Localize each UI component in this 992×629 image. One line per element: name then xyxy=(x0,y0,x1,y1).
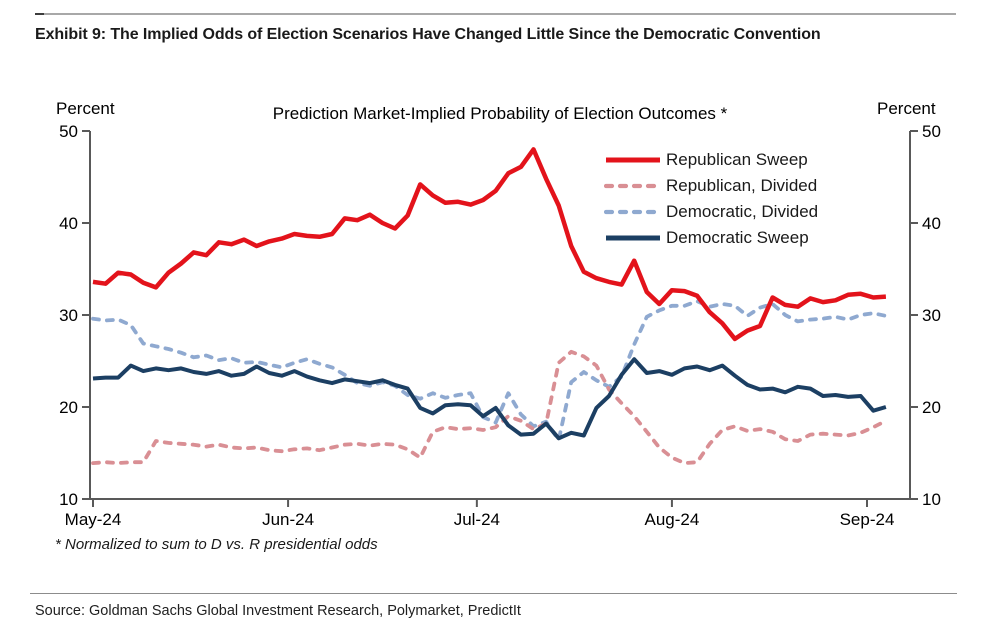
legend-item: Democratic Sweep xyxy=(604,225,818,251)
legend-label: Democratic, Divided xyxy=(666,202,819,221)
x-tick-label: Aug-24 xyxy=(645,510,700,529)
y-tick-label-left: 50 xyxy=(59,122,78,141)
y-tick-label-right: 30 xyxy=(922,306,941,325)
legend-label: Democratic Sweep xyxy=(666,228,809,247)
legend-item: Republican Sweep xyxy=(604,147,818,173)
y-tick-label-left: 10 xyxy=(59,490,78,509)
legend-line-swatch xyxy=(604,183,662,189)
legend-label: Republican, Divided xyxy=(666,176,818,195)
legend-label: Republican Sweep xyxy=(666,150,808,169)
y-tick-label-left: 20 xyxy=(59,398,78,417)
y-tick-label-right: 50 xyxy=(922,122,941,141)
x-tick-label: May-24 xyxy=(65,510,122,529)
x-tick-label: Sep-24 xyxy=(840,510,895,529)
y-tick-label-right: 20 xyxy=(922,398,941,417)
y-tick-label-right: 10 xyxy=(922,490,941,509)
left-axis-unit-label: Percent xyxy=(56,99,115,118)
line-chart-canvas: 10 10 20 20 30 30 40 40 50 50 May-24 Jun-24 Jul-24 Au… xyxy=(59,122,941,529)
y-tick-label-left: 40 xyxy=(59,214,78,233)
series-line-democratic-divided xyxy=(91,299,888,442)
legend-item: Republican, Divided xyxy=(604,173,818,199)
chart-title: Prediction Market-Implied Probability of… xyxy=(272,104,728,123)
series-line-republican-divided xyxy=(91,349,888,465)
x-tick-label: Jun-24 xyxy=(262,510,314,529)
right-axis-unit-label: Percent xyxy=(877,99,936,118)
top-rule xyxy=(35,13,956,15)
chart-legend: Republican Sweep Republican, Divided Democ… xyxy=(604,147,818,251)
source-text: Source: Goldman Sachs Global Investment … xyxy=(35,603,521,619)
series-line-republican-sweep xyxy=(92,147,887,342)
x-tick-label: Jul-24 xyxy=(454,510,500,529)
top-rule-accent xyxy=(35,13,44,15)
y-tick-label-left: 30 xyxy=(59,306,78,325)
legend-line-swatch xyxy=(604,209,662,215)
legend-line-swatch xyxy=(606,235,660,241)
series-line-democratic-sweep xyxy=(92,357,887,441)
legend-item: Democratic, Divided xyxy=(604,199,818,225)
exhibit-title: Exhibit 9: The Implied Odds of Election … xyxy=(35,26,821,43)
legend-line-swatch xyxy=(606,157,660,163)
chart-footnote: * Normalized to sum to D vs. R president… xyxy=(55,536,378,553)
source-divider xyxy=(30,593,957,594)
y-tick-label-right: 40 xyxy=(922,214,941,233)
